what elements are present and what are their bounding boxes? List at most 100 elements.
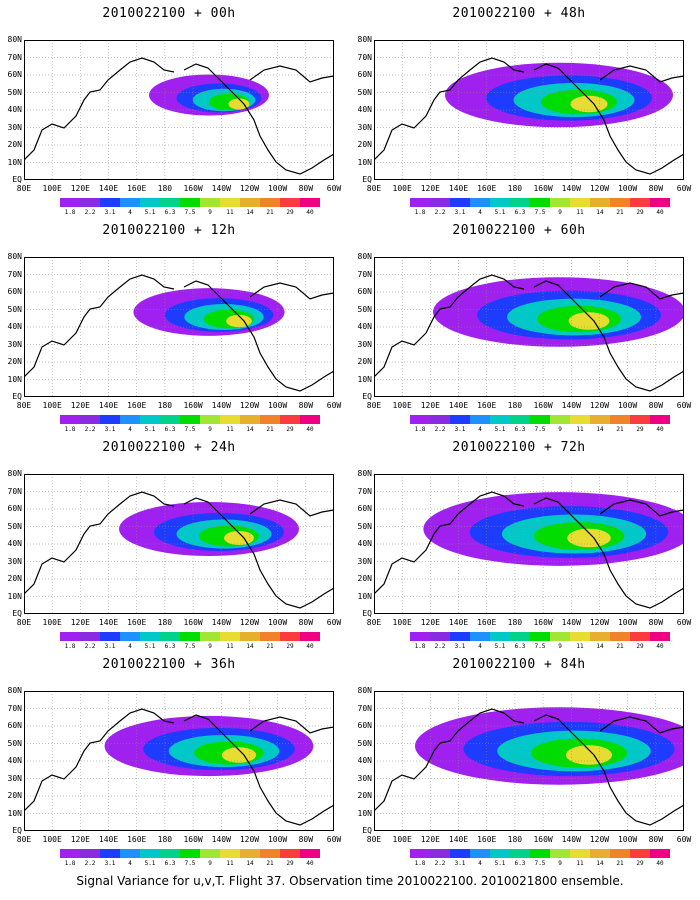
longitude-label: 160W (183, 401, 203, 410)
longitude-label: 120W (589, 401, 610, 410)
colorbar-level-label: 14 (596, 860, 604, 867)
colorbar-level-label: 2.2 (84, 643, 96, 650)
colorbar-swatch (60, 415, 80, 424)
colorbar-swatch (490, 198, 510, 207)
colorbar-level-label: 11 (576, 426, 584, 433)
colorbar-level-label: 6.3 (514, 426, 526, 433)
longitude-label: 60W (326, 618, 342, 627)
latitude-label: 40N (7, 322, 22, 331)
variance-map (374, 474, 684, 614)
longitude-label: 120W (589, 835, 610, 844)
colorbar-swatch (240, 632, 260, 641)
longitude-label: 180 (157, 835, 173, 844)
longitude-label: 140W (211, 184, 231, 193)
latitude-label: 30N (357, 339, 372, 349)
colorbar-level-label: 7.5 (534, 426, 546, 433)
longitude-label: 120E (420, 184, 440, 193)
latitude-label: 10N (7, 808, 22, 818)
colorbar-swatch (120, 198, 140, 207)
longitude-label: 80E (366, 835, 382, 844)
colorbar-level-label: 3.1 (104, 426, 116, 433)
colorbar-swatch (260, 632, 280, 641)
colorbar-level-label: 40 (656, 860, 664, 867)
longitude-label: 80W (648, 835, 664, 844)
latitude-label: 60N (7, 287, 22, 296)
latitude-label: 10N (357, 157, 372, 167)
longitude-label: 160E (477, 184, 497, 193)
colorbar-swatch (80, 849, 100, 858)
latitude-label: EQ (362, 175, 372, 184)
colorbar-swatch (300, 198, 320, 207)
colorbar-level-label: 7.5 (184, 643, 196, 650)
colorbar-swatch (200, 632, 220, 641)
colorbar-swatch (60, 198, 80, 207)
longitude-label: 140E (98, 835, 119, 844)
longitude-label: 80W (298, 618, 314, 627)
latitude-label: 50N (357, 521, 372, 531)
colorbar-swatch (200, 849, 220, 858)
coastline (374, 274, 525, 378)
map-panel: 2010022100 + 12h 80N 70N 60N 50N 40N 30N 20N 10N… (4, 217, 342, 433)
colorbar-level-label: 29 (636, 643, 644, 650)
colorbar-level-label: 21 (266, 643, 274, 650)
longitude-label: 100W (617, 618, 638, 627)
latitude-label: 70N (357, 269, 372, 279)
latitude-label: 60N (357, 721, 372, 730)
colorbar-level-label: 9 (208, 643, 212, 650)
latitude-label: 40N (357, 322, 372, 331)
colorbar-level-label: 29 (286, 860, 294, 867)
panel-title: 2010022100 + 48h (452, 6, 586, 21)
variance-contour (228, 98, 250, 110)
colorbar-swatch (470, 415, 490, 424)
colorbar-level-label: 14 (246, 643, 254, 650)
longitude-label: 140W (211, 618, 231, 627)
latitude-label: 20N (7, 140, 22, 149)
colorbar-swatch (300, 849, 320, 858)
colorbar-swatch (160, 849, 180, 858)
colorbar-swatch (570, 849, 590, 858)
longitude-label: 100E (42, 184, 62, 193)
colorbar-level-label: 2.2 (434, 209, 446, 216)
coastline (374, 491, 525, 595)
colorbar-swatch (260, 415, 280, 424)
latitude-label: 70N (357, 703, 372, 713)
colorbar-swatch (510, 849, 530, 858)
colorbar-level-label: 5.1 (494, 426, 506, 433)
longitude-label: 80E (366, 401, 382, 410)
colorbar-level-label: 11 (576, 209, 584, 216)
colorbar-swatch (140, 415, 160, 424)
latitude-label: 50N (357, 87, 372, 97)
latitude-label: 70N (357, 486, 372, 496)
colorbar-level-label: 2.2 (84, 860, 96, 867)
colorbar-level-label: 9 (558, 643, 562, 650)
colorbar-swatch (80, 198, 100, 207)
colorbar-level-label: 2.2 (434, 643, 446, 650)
colorbar-level-label: 40 (306, 860, 314, 867)
latitude-label: 40N (7, 105, 22, 114)
colorbar-level-label: 1.8 (414, 643, 426, 650)
colorbar (410, 849, 670, 858)
colorbar-level-label: 21 (266, 860, 274, 867)
colorbar-swatch (100, 632, 120, 641)
variance-map (24, 257, 334, 397)
colorbar-level-label: 11 (576, 643, 584, 650)
colorbar-level-label: 40 (306, 209, 314, 216)
longitude-label: 100W (267, 618, 288, 627)
colorbar-swatch (470, 632, 490, 641)
map-panel: 2010022100 + 36h 80N 70N 60N 50N 40N 30N 20N 10N… (4, 651, 342, 867)
colorbar-swatch (410, 415, 430, 424)
longitude-label: 160W (533, 618, 553, 627)
longitude-label: 140E (98, 618, 119, 627)
colorbar-level-label: 40 (656, 209, 664, 216)
longitude-label: 60W (326, 184, 342, 193)
colorbar-swatch (530, 849, 550, 858)
latitude-label: 70N (7, 269, 22, 279)
latitude-label: EQ (12, 175, 22, 184)
latitude-label: EQ (12, 609, 22, 618)
colorbar-swatch (220, 198, 240, 207)
colorbar-swatch (160, 198, 180, 207)
colorbar-swatch (450, 849, 470, 858)
colorbar-swatch (60, 849, 80, 858)
map-panel: 2010022100 + 48h 80N 70N 60N 50N 40N 30N 20N 10N… (354, 0, 692, 216)
longitude-label: 100W (267, 184, 288, 193)
